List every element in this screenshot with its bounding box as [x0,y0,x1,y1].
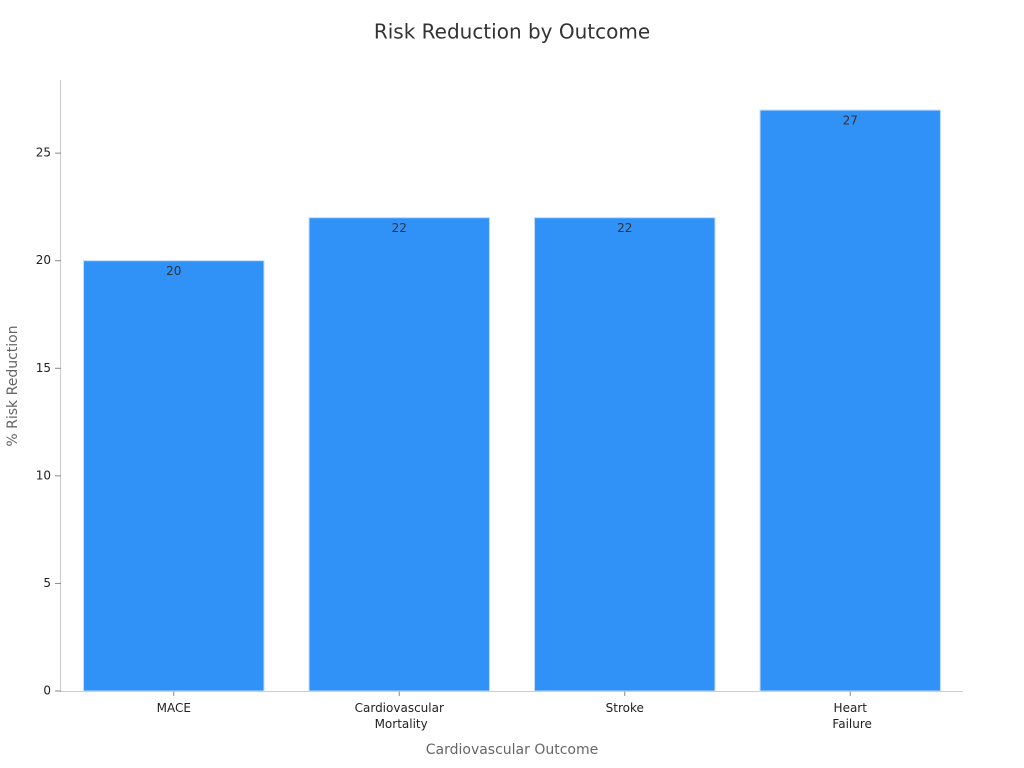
bar [308,217,490,692]
chart-title: Risk Reduction by Outcome [374,20,650,44]
x-tick-label: MACE [157,701,191,715]
x-tick-label: Cardiovascular Mortality [355,701,444,731]
bar [534,217,716,692]
y-tick-label: 25 [36,146,51,160]
x-tick-label: Heart Failure [829,701,872,731]
value-label: 20 [166,264,181,278]
bar [759,109,941,692]
value-label: 22 [617,221,632,235]
value-label: 27 [843,114,858,128]
y-tick-label: 0 [43,684,51,698]
value-label: 22 [392,221,407,235]
y-tick-label: 20 [36,253,51,267]
x-axis-label: Cardiovascular Outcome [426,742,599,758]
y-tick-label: 10 [36,468,51,482]
y-tick-label: 5 [43,576,51,590]
y-tick-label: 15 [36,361,51,375]
bar [83,260,265,692]
y-axis-label: % Risk Reduction [5,325,21,446]
x-tick-label: Stroke [606,701,644,715]
